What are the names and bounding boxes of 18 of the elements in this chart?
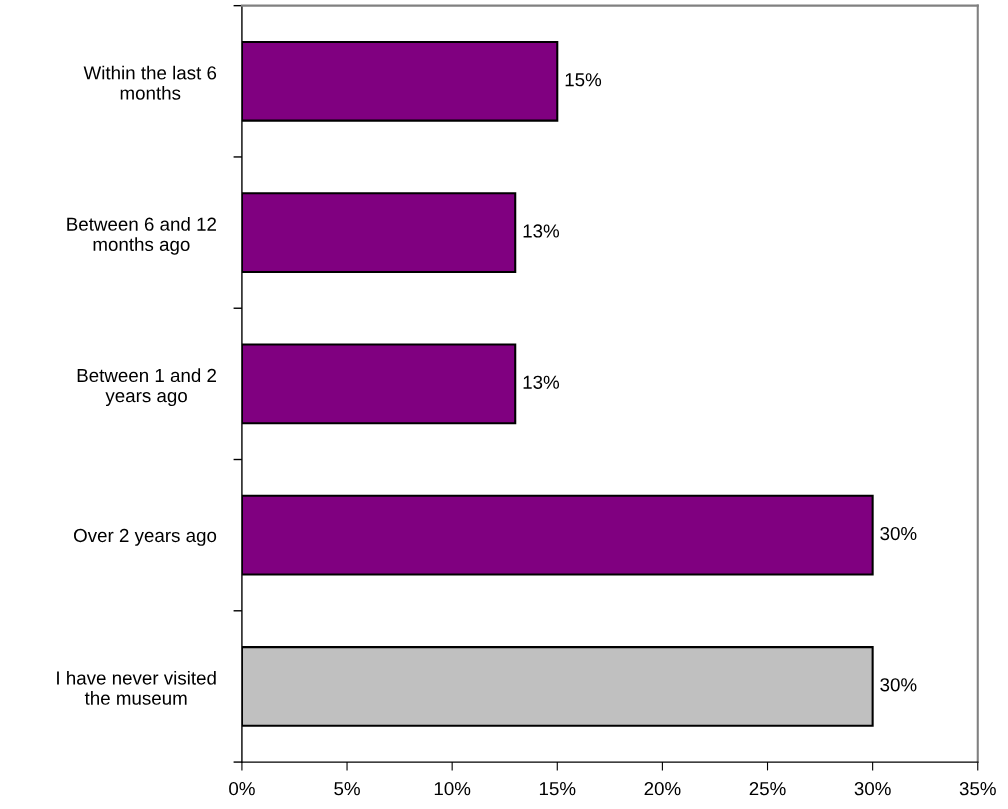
x-tick-label: 30% bbox=[854, 782, 891, 796]
data-label: 13% bbox=[523, 375, 560, 389]
data-label: 15% bbox=[565, 73, 602, 87]
x-tick-label: 25% bbox=[749, 782, 786, 796]
y-tick-label: Within the last 6 months bbox=[83, 65, 217, 100]
data-label: 30% bbox=[880, 678, 917, 692]
y-tick-label: Over 2 years ago bbox=[74, 528, 217, 546]
x-tick-label: 35% bbox=[959, 782, 996, 796]
x-tick-label: 5% bbox=[334, 782, 360, 796]
x-tick-label: 10% bbox=[434, 782, 471, 796]
x-tick-label: 15% bbox=[539, 782, 576, 796]
data-label: 30% bbox=[880, 526, 917, 541]
data-label: 13% bbox=[523, 224, 560, 238]
y-tick-label: I have never visited the museum bbox=[57, 670, 216, 705]
y-tick-label: Between 6 and 12 months ago bbox=[67, 217, 216, 255]
x-tick-label: 0% bbox=[229, 782, 255, 796]
y-tick-label: Between 1 and 2 years ago bbox=[77, 368, 216, 407]
x-tick-label: 20% bbox=[644, 782, 681, 796]
